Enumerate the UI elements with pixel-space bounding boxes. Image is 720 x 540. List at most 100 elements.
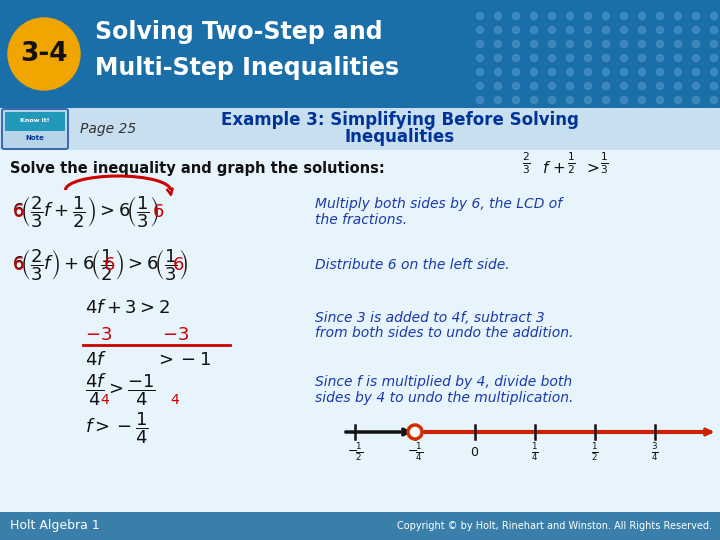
Text: $>-1$: $>-1$ (155, 351, 211, 369)
Circle shape (675, 12, 682, 19)
Text: Solving Two-Step and: Solving Two-Step and (95, 20, 382, 44)
Circle shape (693, 69, 700, 76)
Circle shape (567, 83, 574, 90)
Text: $6$: $6$ (12, 203, 24, 221)
Circle shape (657, 83, 664, 90)
Circle shape (585, 12, 592, 19)
Circle shape (603, 97, 610, 104)
Circle shape (531, 69, 538, 76)
Circle shape (495, 69, 502, 76)
Text: Holt Algebra 1: Holt Algebra 1 (10, 519, 100, 532)
Circle shape (477, 12, 484, 19)
Text: Note: Note (26, 135, 45, 141)
Circle shape (711, 97, 718, 104)
Circle shape (531, 26, 538, 33)
Circle shape (621, 26, 628, 33)
Text: $-\!\frac{1}{4}$: $-\!\frac{1}{4}$ (407, 441, 423, 463)
Circle shape (8, 18, 80, 90)
Circle shape (657, 40, 664, 48)
Text: Since 3 is added to 4f, subtract 3: Since 3 is added to 4f, subtract 3 (315, 311, 545, 325)
Text: $\frac{3}{4}$: $\frac{3}{4}$ (651, 441, 659, 463)
Circle shape (693, 55, 700, 62)
Circle shape (675, 97, 682, 104)
Text: Inequalities: Inequalities (345, 128, 455, 146)
Circle shape (549, 69, 556, 76)
Circle shape (621, 69, 628, 76)
Circle shape (549, 55, 556, 62)
Circle shape (567, 26, 574, 33)
Text: $6$: $6$ (152, 203, 164, 221)
Circle shape (513, 83, 520, 90)
Circle shape (603, 55, 610, 62)
Circle shape (549, 97, 556, 104)
Circle shape (603, 12, 610, 19)
Bar (0, 512, 720, 540)
Text: $-\!\frac{1}{2}$: $-\!\frac{1}{2}$ (347, 441, 363, 463)
Text: Since f is multiplied by 4, divide both: Since f is multiplied by 4, divide both (315, 375, 572, 389)
Circle shape (603, 26, 610, 33)
Circle shape (657, 97, 664, 104)
Circle shape (567, 55, 574, 62)
Circle shape (531, 83, 538, 90)
Text: $-3$: $-3$ (162, 326, 189, 344)
Circle shape (531, 12, 538, 19)
Text: the fractions.: the fractions. (315, 213, 407, 227)
Text: $-3$: $-3$ (85, 326, 112, 344)
Circle shape (567, 97, 574, 104)
Text: Multi-Step Inequalities: Multi-Step Inequalities (95, 56, 399, 80)
Circle shape (408, 425, 422, 439)
FancyBboxPatch shape (2, 109, 68, 149)
Circle shape (639, 97, 646, 104)
Circle shape (495, 26, 502, 33)
Circle shape (549, 83, 556, 90)
Circle shape (567, 12, 574, 19)
Text: Multiply both sides by 6, the LCD of: Multiply both sides by 6, the LCD of (315, 197, 562, 211)
Circle shape (711, 40, 718, 48)
Circle shape (621, 12, 628, 19)
Circle shape (621, 97, 628, 104)
Text: $6$: $6$ (12, 256, 24, 274)
Circle shape (693, 12, 700, 19)
Circle shape (549, 40, 556, 48)
FancyBboxPatch shape (5, 112, 65, 131)
Circle shape (603, 69, 610, 76)
Circle shape (477, 69, 484, 76)
Circle shape (477, 40, 484, 48)
Text: $f\,+$: $f\,+$ (542, 160, 566, 176)
Circle shape (711, 69, 718, 76)
Circle shape (495, 55, 502, 62)
Text: $6\!\left(\dfrac{2}{3}f\right)+6\!\left(\dfrac{1}{2}\right)>6\!\left(\dfrac{1}{3: $6\!\left(\dfrac{2}{3}f\right)+6\!\left(… (12, 247, 188, 283)
Circle shape (711, 83, 718, 90)
Circle shape (495, 12, 502, 19)
Circle shape (603, 40, 610, 48)
Text: Solve the inequality and graph the solutions:: Solve the inequality and graph the solut… (10, 160, 384, 176)
Circle shape (711, 55, 718, 62)
Circle shape (513, 97, 520, 104)
Circle shape (585, 55, 592, 62)
Text: $6$: $6$ (172, 256, 184, 274)
Circle shape (549, 12, 556, 19)
Text: $\frac{1}{2}$: $\frac{1}{2}$ (591, 441, 599, 463)
Circle shape (621, 40, 628, 48)
Circle shape (513, 12, 520, 19)
Circle shape (639, 69, 646, 76)
Circle shape (585, 40, 592, 48)
Text: $4$: $4$ (100, 393, 110, 407)
Text: $\frac{1}{4}$: $\frac{1}{4}$ (531, 441, 539, 463)
Circle shape (693, 26, 700, 33)
Text: $4f+3>2$: $4f+3>2$ (85, 299, 170, 317)
Text: $\frac{2}{3}$: $\frac{2}{3}$ (522, 150, 531, 176)
Text: from both sides to undo the addition.: from both sides to undo the addition. (315, 326, 573, 340)
Circle shape (513, 69, 520, 76)
Text: Example 3: Simplifying Before Solving: Example 3: Simplifying Before Solving (221, 111, 579, 129)
Text: 3-4: 3-4 (20, 41, 68, 67)
Circle shape (657, 69, 664, 76)
Circle shape (513, 40, 520, 48)
Circle shape (567, 40, 574, 48)
Circle shape (585, 97, 592, 104)
Circle shape (567, 69, 574, 76)
Circle shape (531, 55, 538, 62)
Circle shape (675, 55, 682, 62)
Circle shape (657, 26, 664, 33)
Circle shape (477, 97, 484, 104)
